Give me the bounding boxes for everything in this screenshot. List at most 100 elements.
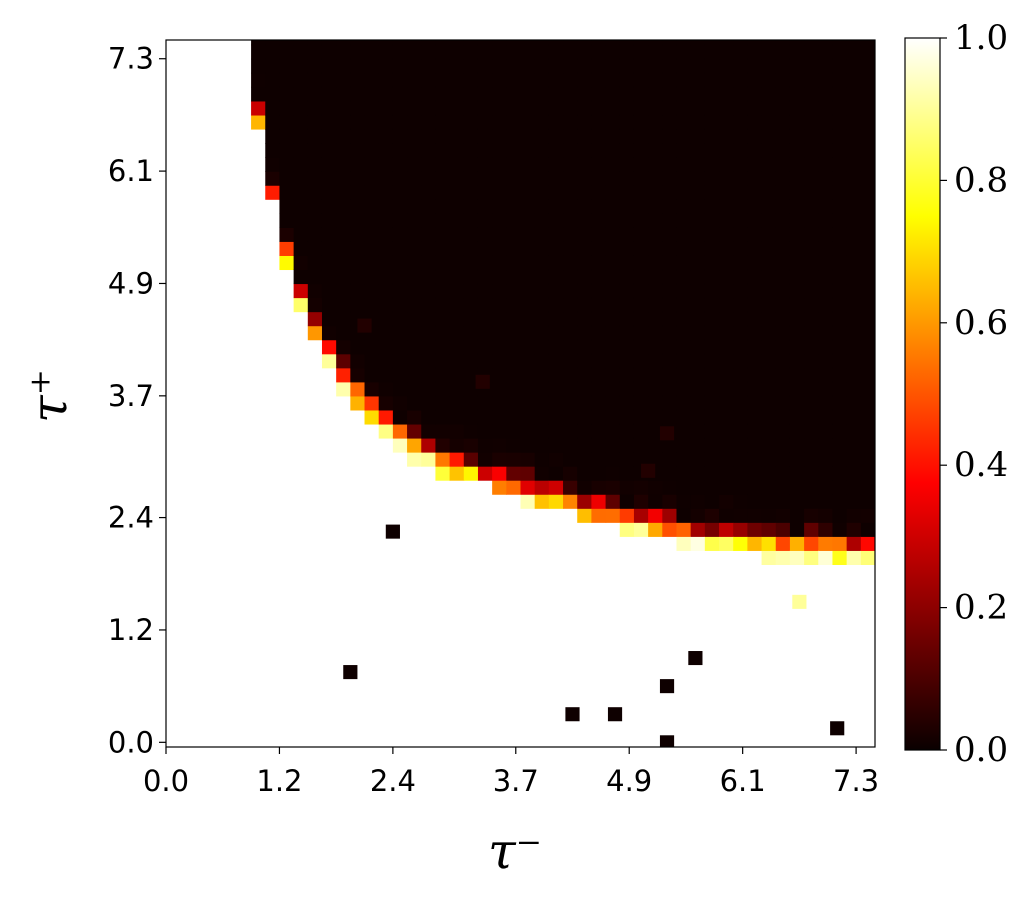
heatmap-cell <box>804 339 819 355</box>
heatmap-cell <box>506 367 522 383</box>
heatmap-cell <box>492 297 507 313</box>
heatmap-cell <box>520 72 536 88</box>
heatmap-cell <box>704 227 720 242</box>
heatmap-cell <box>563 452 578 467</box>
heatmap-cell <box>733 409 748 425</box>
heatmap-cell <box>648 128 663 144</box>
heatmap-cell <box>804 550 819 565</box>
heatmap-cell <box>804 466 819 481</box>
heatmap-cell <box>435 466 451 481</box>
heatmap-cell <box>633 409 649 425</box>
heatmap-cell <box>804 58 819 74</box>
heatmap-cell <box>662 311 678 327</box>
heatmap-cell <box>591 381 607 397</box>
heatmap-cell <box>860 325 875 341</box>
x-tick-label: 7.3 <box>833 764 879 798</box>
heatmap-cell <box>860 128 875 144</box>
heatmap-cell <box>761 44 777 60</box>
heatmap-cell <box>548 353 564 369</box>
heatmap-cell <box>407 100 422 116</box>
heatmap-cell <box>336 40 351 46</box>
heatmap-cell <box>662 114 678 130</box>
heatmap-cell <box>605 128 621 144</box>
heatmap-cell <box>477 227 493 242</box>
heatmap-cell <box>364 367 380 383</box>
heatmap-cell <box>761 508 777 523</box>
heatmap-cell <box>321 40 337 46</box>
heatmap-cell <box>662 325 678 341</box>
heatmap-cell <box>690 143 706 158</box>
heatmap-cell <box>733 72 748 88</box>
heatmap-cell <box>577 171 592 186</box>
heatmap-outlier-cell <box>565 707 580 722</box>
heatmap-cell <box>832 40 848 46</box>
heatmap-cell <box>591 241 607 256</box>
heatmap-cell <box>378 58 394 74</box>
heatmap-cell <box>719 452 734 467</box>
heatmap-cell <box>633 199 649 214</box>
heatmap-cell <box>251 86 266 102</box>
heatmap-cell <box>520 86 536 102</box>
heatmap-cell <box>378 409 394 425</box>
heatmap-cell <box>378 143 394 158</box>
heatmap-cell <box>477 353 493 369</box>
heatmap-cell <box>789 381 805 397</box>
heatmap-cell <box>407 423 422 439</box>
heatmap-cell <box>761 325 777 341</box>
heatmap-cell <box>392 381 408 397</box>
heatmap-cell <box>676 255 692 271</box>
heatmap-cell <box>520 339 536 355</box>
heatmap-cell <box>761 185 777 200</box>
heatmap-cell <box>875 326 890 341</box>
heatmap-cell <box>619 143 635 158</box>
heatmap-cell <box>747 283 763 299</box>
heatmap-cell <box>548 339 564 355</box>
x-axis-label: τ⁻ <box>488 822 542 880</box>
heatmap-cell <box>534 143 550 158</box>
heatmap-cell <box>492 269 507 285</box>
heatmap-cell <box>662 72 678 88</box>
heatmap-cell <box>860 466 875 481</box>
heatmap-cell <box>265 143 281 158</box>
heatmap-cell <box>506 72 522 88</box>
heatmap-cell <box>506 171 522 186</box>
heatmap-cell <box>747 536 763 551</box>
heatmap-cell <box>747 494 763 509</box>
heatmap-cell <box>350 367 366 383</box>
heatmap-outlier-cell <box>641 463 656 478</box>
heatmap-cell <box>719 86 734 102</box>
heatmap-cell <box>704 255 720 271</box>
heatmap-cell <box>719 423 734 439</box>
heatmap-cell <box>506 185 522 200</box>
heatmap-cell <box>676 269 692 285</box>
heatmap-cell <box>463 171 479 186</box>
heatmap-cell <box>364 409 380 425</box>
heatmap-cell <box>378 100 394 116</box>
heatmap-cell <box>463 367 479 383</box>
heatmap-cell <box>690 58 706 74</box>
heatmap-cell <box>619 283 635 299</box>
heatmap-cell <box>648 40 663 46</box>
heatmap-outlier-cell <box>688 651 703 666</box>
heatmap-cell <box>704 100 720 116</box>
heatmap-cell <box>463 437 479 453</box>
heatmap-cell <box>676 143 692 158</box>
heatmap-cell <box>492 157 507 172</box>
heatmap-cell <box>563 353 578 369</box>
colorbar-ticks: 0.0 0.2 0.4 0.6 0.8 1.0 <box>940 18 1008 770</box>
heatmap-cell <box>733 353 748 369</box>
heatmap-cell <box>804 353 819 369</box>
x-tick-label: 2.4 <box>370 764 416 798</box>
heatmap-cell <box>364 213 380 228</box>
heatmap-cell <box>676 72 692 88</box>
heatmap-cell <box>648 58 663 74</box>
heatmap-cell <box>605 143 621 158</box>
heatmap-cell <box>463 128 479 144</box>
heatmap-cell <box>605 185 621 200</box>
heatmap-cell <box>392 72 408 88</box>
heatmap-cell <box>534 381 550 397</box>
heatmap-cell <box>350 255 366 271</box>
heatmap-cell <box>392 311 408 327</box>
heatmap-cell <box>860 44 875 60</box>
heatmap-cell <box>307 72 323 88</box>
